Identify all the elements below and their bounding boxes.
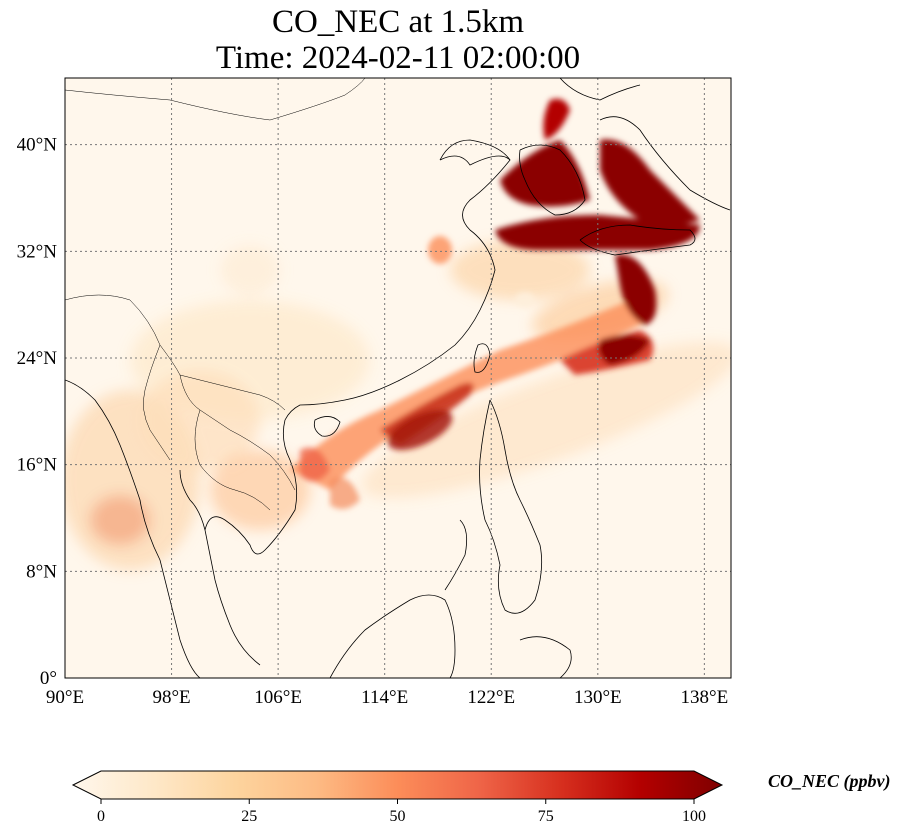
gridlines bbox=[65, 78, 731, 678]
lat-tick-label: 16°N bbox=[17, 455, 58, 476]
colorbar-tick-label: 0 bbox=[97, 808, 105, 825]
lat-tick-label: 24°N bbox=[17, 348, 58, 369]
colorbar-tick-label: 100 bbox=[682, 808, 706, 825]
map-time-subtitle: Time: 2024-02-11 02:00:00 bbox=[215, 40, 581, 76]
lat-tick-label: 8°N bbox=[26, 561, 57, 582]
lat-tick-label: 40°N bbox=[17, 135, 58, 156]
lon-tick-label: 98°E bbox=[152, 687, 190, 708]
lon-tick-label: 114°E bbox=[361, 687, 408, 708]
lon-tick-label: 90°E bbox=[46, 687, 84, 708]
map-title: CO_NEC at 1.5km bbox=[271, 4, 525, 40]
lon-tick-label: 130°E bbox=[574, 687, 622, 708]
coastlines bbox=[65, 78, 731, 678]
lon-tick-label: 138°E bbox=[681, 687, 729, 708]
lon-tick-label: 106°E bbox=[254, 687, 302, 708]
latitude-tick-labels: 0° 8°N 16°N 24°N 32°N 40°N bbox=[17, 135, 58, 689]
map-frame bbox=[64, 77, 732, 679]
co-concentration-field bbox=[65, 98, 731, 570]
colorbar-scale bbox=[71, 770, 724, 800]
colorbar-tick-label: 50 bbox=[390, 808, 406, 825]
colorbar-tick-label: 75 bbox=[538, 808, 554, 825]
lat-tick-label: 0° bbox=[40, 668, 57, 689]
longitude-tick-labels: 90°E 98°E 106°E 114°E 122°E 130°E 138°E bbox=[46, 687, 728, 708]
colorbar-tick-label: 25 bbox=[241, 808, 257, 825]
lat-tick-label: 32°N bbox=[17, 241, 58, 262]
colorbar: 0 25 50 75 100 CO_NEC (ppbv) bbox=[71, 770, 891, 825]
colorbar-label: CO_NEC (ppbv) bbox=[768, 771, 891, 792]
lon-tick-label: 122°E bbox=[467, 687, 515, 708]
